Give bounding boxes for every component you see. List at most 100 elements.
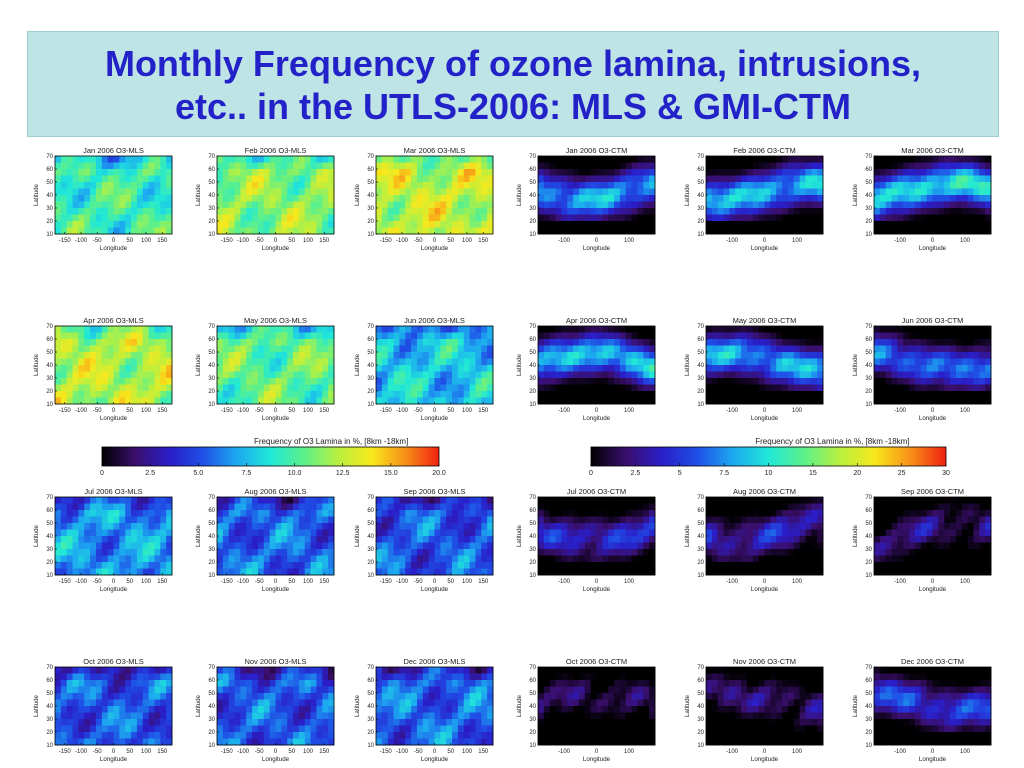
panel-title: May 2006 O3-CTM	[733, 316, 797, 325]
y-tick-label: 20	[529, 389, 536, 395]
heat-cell	[961, 339, 968, 346]
heat-cell	[487, 358, 494, 366]
heat-cell	[799, 201, 806, 209]
heat-cell	[549, 169, 556, 176]
x-tick-label: 0	[595, 408, 599, 414]
heat-cell	[811, 523, 818, 530]
heat-cell	[955, 332, 963, 340]
heat-cell	[387, 516, 394, 524]
heat-cell	[240, 378, 247, 385]
heat-cell	[891, 523, 898, 530]
heat-cell	[228, 523, 235, 530]
heat-cell	[399, 562, 406, 569]
heat-cell	[776, 555, 783, 563]
heat-cell	[555, 195, 562, 202]
heat-cell	[706, 214, 713, 222]
heat-cell	[119, 365, 126, 372]
heat-cell	[60, 673, 68, 681]
heat-cell	[101, 162, 109, 170]
x-tick-label: 50	[126, 408, 133, 414]
heat-cell	[240, 195, 247, 202]
heat-cell	[625, 510, 632, 517]
heat-cell	[387, 378, 394, 385]
heat-cell	[567, 345, 574, 353]
heat-cell	[746, 516, 754, 524]
heat-cell	[817, 339, 824, 346]
heat-cell	[66, 510, 73, 517]
heat-cell	[475, 227, 482, 235]
heat-cell	[281, 162, 288, 170]
y-axis-label: Latitude	[33, 524, 40, 547]
heat-cell	[125, 365, 132, 372]
heat-cell	[463, 516, 470, 524]
heat-cell	[555, 523, 562, 530]
heat-cell	[950, 352, 957, 359]
heat-cell	[961, 568, 968, 576]
y-tick-label: 20	[529, 560, 536, 566]
heat-cell	[298, 555, 306, 563]
heat-cell	[119, 686, 126, 694]
heat-cell	[166, 536, 173, 543]
heat-cell	[411, 339, 418, 346]
heat-cell	[422, 568, 430, 576]
heat-cell	[973, 208, 980, 215]
heat-cell	[874, 503, 881, 511]
heat-cell	[793, 371, 800, 379]
heat-cell	[741, 208, 748, 215]
heat-cell	[316, 497, 323, 504]
heat-cell	[805, 555, 812, 563]
heat-cell	[387, 195, 394, 202]
heat-cell	[920, 568, 928, 576]
heat-cell	[909, 156, 916, 163]
heat-cell	[160, 562, 167, 569]
heat-cell	[381, 536, 389, 543]
heat-cell	[578, 529, 586, 537]
heat-cell	[399, 358, 406, 366]
heat-cell	[411, 188, 418, 196]
heat-cell	[78, 358, 85, 366]
heat-cell	[469, 214, 476, 222]
heat-cell	[452, 175, 459, 183]
heat-cell	[452, 352, 459, 359]
y-tick-label: 40	[46, 534, 53, 540]
heat-cell	[723, 568, 730, 576]
heat-cell	[136, 562, 144, 569]
heat-cell	[973, 339, 980, 346]
heat-cell	[246, 510, 253, 517]
heat-cell	[428, 391, 435, 398]
heat-cell	[434, 365, 441, 372]
heat-cell	[776, 358, 783, 366]
y-tick-label: 50	[529, 180, 536, 186]
heat-cell	[555, 221, 562, 228]
heat-cell	[217, 371, 224, 379]
heat-cell	[101, 555, 109, 563]
heat-cell	[764, 391, 771, 398]
heat-cell	[160, 365, 167, 372]
heat-cell	[101, 221, 109, 228]
heat-cell	[393, 352, 400, 359]
heat-cell	[113, 693, 120, 700]
y-tick-label: 10	[865, 232, 872, 238]
heat-cell	[457, 555, 465, 563]
heat-cell	[316, 536, 323, 543]
heat-cell	[903, 182, 910, 189]
heat-cell	[920, 549, 928, 556]
heat-cell	[637, 529, 644, 537]
heat-cell	[228, 497, 235, 504]
heat-cell	[113, 673, 120, 681]
heat-cell	[885, 195, 892, 202]
heat-cell	[770, 162, 777, 170]
heat-cell	[770, 516, 777, 524]
heat-cell	[567, 384, 574, 392]
heat-cell	[735, 326, 742, 333]
heat-cell	[926, 371, 933, 379]
heat-cell	[793, 510, 800, 517]
heat-cell	[637, 345, 644, 353]
heat-cell	[625, 208, 632, 215]
heat-cell	[55, 345, 62, 353]
heat-cell	[66, 555, 73, 563]
heat-cell	[717, 510, 724, 517]
heat-cell	[938, 371, 945, 379]
heat-cell	[717, 542, 724, 550]
heat-cell	[555, 536, 562, 543]
